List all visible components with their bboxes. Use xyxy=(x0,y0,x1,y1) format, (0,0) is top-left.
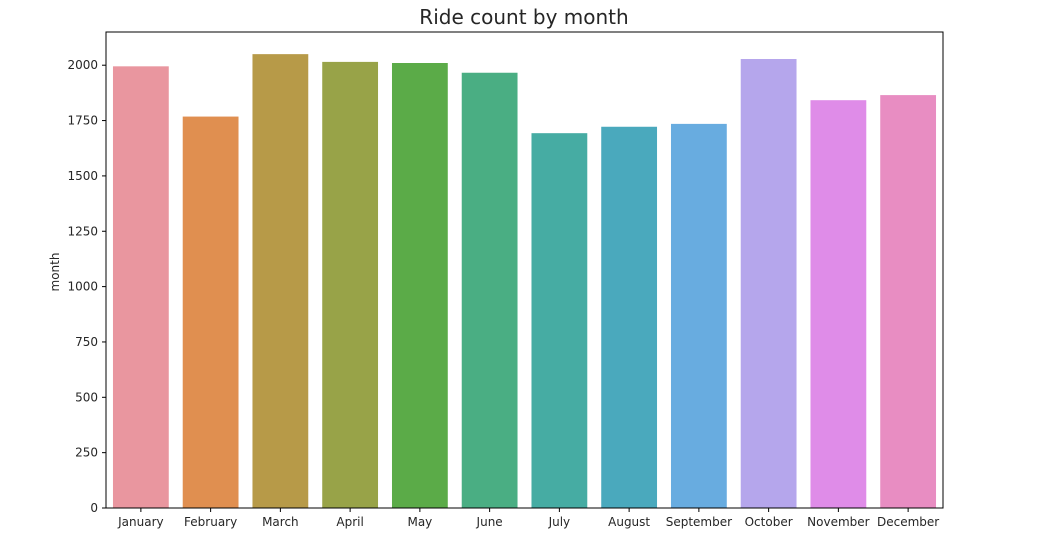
bar-december xyxy=(880,95,937,508)
bar-september xyxy=(670,123,727,508)
bar-november xyxy=(810,100,867,508)
x-tick-label: June xyxy=(476,515,503,529)
bar-august xyxy=(601,126,658,508)
x-tick-label: April xyxy=(336,515,363,529)
y-tick-label: 500 xyxy=(75,390,98,404)
x-tick-label: January xyxy=(117,515,164,529)
plot-frame xyxy=(105,31,944,509)
bar-may xyxy=(391,63,448,508)
x-tick-label: December xyxy=(877,515,939,529)
y-tick-label: 2000 xyxy=(67,58,98,72)
bar-january xyxy=(112,66,169,508)
bar-february xyxy=(182,116,239,508)
y-axis-ticks: 0 250 500 750 1000 1250 1500 1750 2000 xyxy=(67,58,106,515)
bar-june xyxy=(461,72,518,509)
y-axis-title: month xyxy=(48,253,62,292)
x-tick-label: March xyxy=(262,515,299,529)
y-tick-label: 1500 xyxy=(67,169,98,183)
x-tick-label: October xyxy=(745,515,793,529)
x-tick-label: August xyxy=(608,515,650,529)
x-tick-label: February xyxy=(184,515,237,529)
chart-title: Ride count by month xyxy=(419,5,628,29)
bars-group xyxy=(112,54,937,509)
y-tick-label: 750 xyxy=(75,335,98,349)
x-tick-label: May xyxy=(407,515,432,529)
bar-july xyxy=(531,133,588,508)
y-tick-label: 1250 xyxy=(67,224,98,238)
y-tick-label: 0 xyxy=(90,501,98,515)
bar-october xyxy=(740,59,797,508)
y-tick-label: 1000 xyxy=(67,280,98,294)
bar-april xyxy=(322,61,379,508)
bar-march xyxy=(252,54,309,508)
x-tick-label: July xyxy=(548,515,571,529)
x-axis-ticks: January February March April May June July Augu… xyxy=(117,508,939,529)
y-tick-label: 1750 xyxy=(67,114,98,128)
x-tick-label: September xyxy=(666,515,732,529)
y-tick-label: 250 xyxy=(75,446,98,460)
x-tick-label: November xyxy=(807,515,869,529)
